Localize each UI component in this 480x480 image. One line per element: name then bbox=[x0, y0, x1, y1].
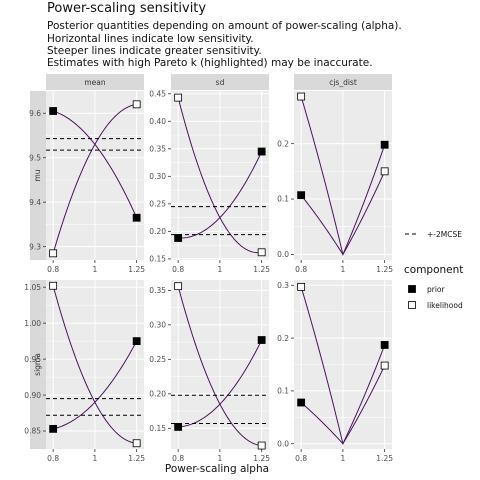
y-tick-label-mu-sd: 0.40 bbox=[149, 117, 166, 126]
legend-mcse-label: +-2MCSE bbox=[427, 230, 462, 239]
y-tick-label-sigma-sd: 0.35 bbox=[149, 286, 166, 295]
y-tick-label-sigma-cjs_dist: 0.3 bbox=[277, 281, 289, 290]
legend-key-prior bbox=[408, 285, 416, 293]
legend-label-likelihood: likelihood bbox=[427, 301, 463, 310]
likelihood-point-sigma-mean bbox=[132, 439, 141, 448]
x-tick-label-sigma-mean: 0.8 bbox=[47, 454, 59, 463]
row-label-sigma: sigma bbox=[33, 353, 42, 376]
subtitle-line-2: Horizontal lines indicate low sensitivit… bbox=[47, 33, 254, 45]
row-label-mu: mu bbox=[33, 169, 42, 181]
y-tick-label-mu-sd: 0.20 bbox=[149, 227, 166, 236]
legend-label-prior: prior bbox=[427, 285, 446, 294]
x-tick-label-sigma-sd: 0.8 bbox=[172, 454, 184, 463]
x-tick-label-mu-mean: 1 bbox=[93, 265, 98, 274]
likelihood-point-sigma-sd bbox=[257, 441, 266, 450]
y-tick-label-mu-cjs_dist: 0.1 bbox=[277, 195, 289, 204]
x-tick-label-sigma-mean: 1 bbox=[93, 454, 98, 463]
y-tick-label-sigma-mean: 0.90 bbox=[24, 391, 41, 400]
strip-label-cjs_dist: cjs_dist bbox=[329, 78, 357, 87]
legend-key-likelihood bbox=[408, 301, 416, 309]
x-tick-label-mu-cjs_dist: 0.8 bbox=[295, 265, 307, 274]
y-tick-label-sigma-sd: 0.20 bbox=[149, 390, 166, 399]
x-tick-label-sigma-sd: 1.25 bbox=[253, 454, 270, 463]
x-tick-label-mu-mean: 1.25 bbox=[128, 265, 145, 274]
y-tick-label-sigma-sd: 0.15 bbox=[149, 424, 166, 433]
y-tick-label-mu-sd: 0.45 bbox=[149, 89, 166, 98]
x-tick-label-mu-mean: 0.8 bbox=[47, 265, 59, 274]
likelihood-point-mu-sd bbox=[257, 248, 266, 257]
y-tick-label-sigma-mean: 0.95 bbox=[24, 355, 41, 364]
x-tick-label-sigma-mean: 1.25 bbox=[128, 454, 145, 463]
likelihood-curve-sigma-cjs_dist bbox=[300, 286, 386, 446]
x-tick-label-mu-sd: 1.25 bbox=[253, 265, 270, 274]
prior-point-mu-cjs_dist bbox=[380, 140, 389, 149]
y-tick-label-sigma-mean: 1.05 bbox=[24, 283, 41, 292]
x-axis-title: Power-scaling alpha bbox=[165, 463, 269, 475]
subtitle-line-1: Posterior quantities depending on amount… bbox=[47, 20, 402, 32]
y-tick-label-mu-mean: 9.6 bbox=[29, 109, 41, 118]
likelihood-point-mu-mean bbox=[132, 100, 141, 109]
x-tick-label-mu-sd: 0.8 bbox=[172, 265, 184, 274]
likelihood-point-mu-sd bbox=[174, 93, 183, 102]
x-tick-label-sigma-cjs_dist: 1 bbox=[341, 454, 346, 463]
likelihood-curve-mu-cjs_dist bbox=[300, 96, 386, 256]
x-tick-label-mu-sd: 1 bbox=[218, 265, 223, 274]
x-tick-label-mu-cjs_dist: 1.25 bbox=[376, 265, 393, 274]
prior-point-sigma-sd bbox=[257, 336, 266, 344]
legend-title: component bbox=[404, 264, 463, 276]
y-tick-label-sigma-cjs_dist: 0.0 bbox=[277, 439, 289, 448]
subtitle-line-4: Estimates with high Pareto k (highlighte… bbox=[47, 57, 373, 69]
y-tick-label-mu-mean: 9.4 bbox=[29, 198, 41, 207]
prior-point-sigma-mean bbox=[49, 424, 58, 433]
prior-point-sigma-cjs_dist bbox=[380, 341, 389, 349]
prior-point-mu-mean bbox=[49, 107, 58, 115]
prior-point-mu-mean bbox=[132, 213, 141, 222]
likelihood-curve-sigma-mean bbox=[52, 285, 137, 444]
likelihood-curve-mu-mean bbox=[52, 103, 137, 254]
likelihood-point-sigma-sd bbox=[174, 282, 183, 291]
subtitle-line-3: Steeper lines indicate greater sensitivi… bbox=[47, 45, 262, 57]
y-tick-label-sigma-mean: 1.00 bbox=[24, 319, 41, 328]
likelihood-curve-mu-sd bbox=[177, 97, 262, 254]
strip-label-sd: sd bbox=[216, 78, 225, 87]
y-tick-label-mu-sd: 0.15 bbox=[149, 255, 166, 264]
y-tick-label-mu-sd: 0.25 bbox=[149, 200, 166, 209]
y-tick-label-mu-cjs_dist: 0.0 bbox=[277, 250, 289, 259]
prior-point-mu-sd bbox=[257, 147, 266, 156]
strip-cjs_dist bbox=[294, 74, 392, 90]
likelihood-point-mu-cjs_dist bbox=[297, 92, 306, 101]
strip-label-mean: mean bbox=[84, 78, 106, 87]
y-tick-label-mu-mean: 9.5 bbox=[29, 153, 41, 162]
likelihood-curve-sigma-sd bbox=[177, 286, 262, 447]
prior-point-mu-cjs_dist bbox=[297, 191, 306, 200]
likelihood-point-mu-cjs_dist bbox=[380, 167, 389, 176]
y-tick-label-sigma-cjs_dist: 0.2 bbox=[277, 334, 289, 343]
strip-mean bbox=[46, 74, 144, 90]
chart-title: Power-scaling sensitivity bbox=[47, 1, 207, 16]
likelihood-point-sigma-cjs_dist bbox=[297, 282, 306, 291]
prior-point-mu-sd bbox=[174, 234, 183, 242]
x-tick-label-mu-cjs_dist: 1 bbox=[341, 265, 346, 274]
x-tick-label-sigma-sd: 1 bbox=[218, 454, 223, 463]
strip-sd bbox=[171, 74, 269, 90]
x-tick-label-sigma-cjs_dist: 0.8 bbox=[295, 454, 307, 463]
y-tick-label-sigma-mean: 0.85 bbox=[24, 427, 41, 436]
likelihood-point-mu-mean bbox=[49, 249, 58, 258]
prior-point-sigma-cjs_dist bbox=[297, 398, 306, 407]
row-strip-mu bbox=[30, 91, 46, 260]
y-tick-label-sigma-sd: 0.30 bbox=[149, 321, 166, 330]
likelihood-point-sigma-mean bbox=[49, 281, 58, 290]
y-tick-label-sigma-sd: 0.25 bbox=[149, 355, 166, 364]
y-tick-label-mu-sd: 0.35 bbox=[149, 145, 166, 154]
prior-point-sigma-sd bbox=[174, 423, 183, 431]
likelihood-point-sigma-cjs_dist bbox=[380, 361, 389, 370]
x-tick-label-sigma-cjs_dist: 1.25 bbox=[376, 454, 393, 463]
row-strip-sigma bbox=[30, 280, 46, 449]
y-tick-label-mu-mean: 9.3 bbox=[29, 242, 41, 251]
y-tick-label-mu-sd: 0.30 bbox=[149, 172, 166, 181]
y-tick-label-mu-cjs_dist: 0.2 bbox=[277, 139, 289, 148]
prior-point-sigma-mean bbox=[132, 337, 141, 346]
y-tick-label-sigma-cjs_dist: 0.1 bbox=[277, 387, 289, 396]
